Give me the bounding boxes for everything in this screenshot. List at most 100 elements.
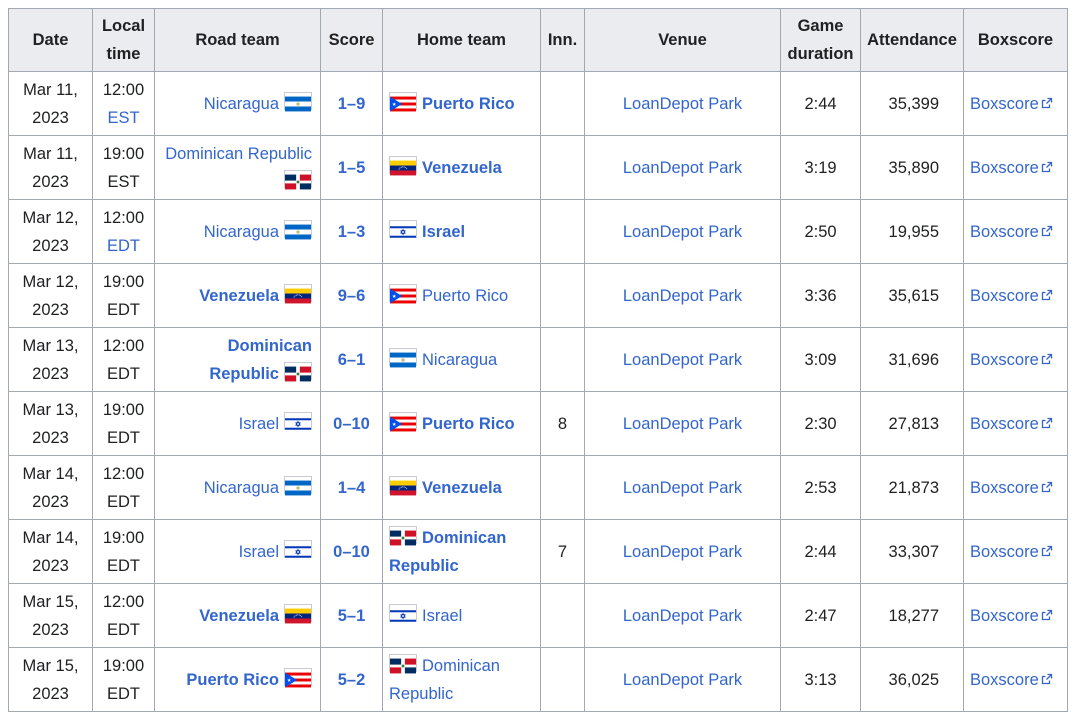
duration-cell: 2:44 [780, 71, 861, 136]
score-link[interactable]: 1–9 [337, 94, 366, 113]
boxscore-link[interactable]: Boxscore [970, 478, 1039, 497]
home-team-link[interactable]: Puerto Rico [422, 414, 515, 433]
israel-flag-icon [389, 603, 417, 623]
table-row: Mar 12, 2023 19:00 EDT Venezuela 9–6 Puerto R… [8, 263, 1068, 328]
road-team-link[interactable]: Israel [238, 414, 279, 433]
boxscore-cell: Boxscore [963, 71, 1068, 136]
home-team-cell: Dominican Republic [382, 519, 541, 584]
puerto-rico-flag-icon [389, 411, 417, 431]
venezuela-flag-icon [284, 603, 312, 623]
home-team-cell: Israel [382, 583, 541, 648]
road-team-link[interactable]: Nicaragua [203, 222, 279, 241]
timezone-link[interactable]: EST [107, 108, 140, 127]
score-link[interactable]: 5–1 [337, 606, 366, 625]
score-link[interactable]: 5–2 [337, 670, 366, 689]
road-team-link[interactable]: Nicaragua [203, 478, 279, 497]
venue-cell: LoanDepot Park [584, 391, 781, 456]
venue-cell: LoanDepot Park [584, 199, 781, 264]
venue-link[interactable]: LoanDepot Park [622, 286, 743, 305]
date-cell: Mar 12, 2023 [8, 199, 93, 264]
innings-cell: 7 [540, 519, 585, 584]
time-cell: 12:00 EST [92, 71, 155, 136]
home-team-link[interactable]: Venezuela [422, 478, 502, 497]
home-team-link[interactable]: Israel [422, 606, 463, 625]
local-time: 12:00 [102, 336, 145, 355]
header-local-time: Local time [92, 8, 155, 72]
local-time: 12:00 [102, 464, 145, 483]
venue-link[interactable]: LoanDepot Park [622, 222, 743, 241]
score-link[interactable]: 1–3 [337, 222, 366, 241]
duration-cell: 3:09 [780, 327, 861, 392]
schedule-table: Date Local time Road team Score Home tea… [8, 8, 1068, 712]
duration-cell: 3:19 [780, 135, 861, 200]
time-cell: 19:00 EST [92, 135, 155, 200]
score-link[interactable]: 9–6 [337, 286, 366, 305]
boxscore-cell: Boxscore [963, 135, 1068, 200]
date-cell: Mar 15, 2023 [8, 647, 93, 712]
home-team-cell: Nicaragua [382, 327, 541, 392]
boxscore-link[interactable]: Boxscore [970, 606, 1039, 625]
road-team-cell: Nicaragua [154, 71, 321, 136]
duration-cell: 2:50 [780, 199, 861, 264]
boxscore-link[interactable]: Boxscore [970, 350, 1039, 369]
road-team-link[interactable]: Dominican Republic [165, 144, 312, 163]
header-venue: Venue [584, 8, 781, 72]
duration-cell: 3:13 [780, 647, 861, 712]
home-team-link[interactable]: Dominican Republic [389, 528, 507, 575]
boxscore-link[interactable]: Boxscore [970, 158, 1039, 177]
score-link[interactable]: 0–10 [333, 542, 370, 561]
venue-link[interactable]: LoanDepot Park [622, 478, 743, 497]
road-team-link[interactable]: Israel [238, 542, 279, 561]
dominican-republic-flag-icon [389, 653, 417, 673]
table-row: Mar 13, 2023 19:00 EDT Israel 0–10 Puerto Ric… [8, 391, 1068, 456]
local-time: 19:00 [102, 528, 145, 547]
venue-cell: LoanDepot Park [584, 135, 781, 200]
boxscore-cell: Boxscore [963, 263, 1068, 328]
boxscore-link[interactable]: Boxscore [970, 414, 1039, 433]
venue-link[interactable]: LoanDepot Park [622, 670, 743, 689]
timezone-link[interactable]: EDT [107, 236, 140, 255]
boxscore-link[interactable]: Boxscore [970, 222, 1039, 241]
boxscore-link[interactable]: Boxscore [970, 670, 1039, 689]
home-team-link[interactable]: Puerto Rico [422, 94, 515, 113]
boxscore-link[interactable]: Boxscore [970, 286, 1039, 305]
home-team-cell: Venezuela [382, 455, 541, 520]
external-link-icon [1041, 602, 1053, 620]
date-cell: Mar 11, 2023 [8, 71, 93, 136]
home-team-link[interactable]: Dominican Republic [389, 656, 500, 703]
venue-link[interactable]: LoanDepot Park [622, 414, 743, 433]
home-team-link[interactable]: Venezuela [422, 158, 502, 177]
score-link[interactable]: 1–5 [337, 158, 366, 177]
road-team-link[interactable]: Nicaragua [203, 94, 279, 113]
table-row: Mar 12, 2023 12:00 EDT Nicaragua 1–3 Israel Lo… [8, 199, 1068, 264]
venue-link[interactable]: LoanDepot Park [622, 350, 743, 369]
boxscore-link[interactable]: Boxscore [970, 542, 1039, 561]
venue-cell: LoanDepot Park [584, 263, 781, 328]
local-time: 12:00 [102, 80, 145, 99]
road-team-cell: Nicaragua [154, 455, 321, 520]
road-team-link[interactable]: Dominican Republic [209, 336, 312, 383]
venue-link[interactable]: LoanDepot Park [622, 158, 743, 177]
external-link-icon [1041, 346, 1053, 364]
home-team-link[interactable]: Puerto Rico [422, 286, 509, 305]
venezuela-flag-icon [389, 475, 417, 495]
venue-link[interactable]: LoanDepot Park [622, 94, 743, 113]
venue-link[interactable]: LoanDepot Park [622, 542, 743, 561]
home-team-link[interactable]: Israel [422, 222, 466, 241]
score-cell: 1–4 [320, 455, 383, 520]
boxscore-link[interactable]: Boxscore [970, 94, 1039, 113]
road-team-link[interactable]: Venezuela [199, 606, 279, 625]
date-cell: Mar 11, 2023 [8, 135, 93, 200]
timezone: EDT [107, 300, 140, 319]
duration-cell: 2:53 [780, 455, 861, 520]
dominican-republic-flag-icon [389, 525, 417, 545]
score-link[interactable]: 1–4 [337, 478, 366, 497]
home-team-link[interactable]: Nicaragua [422, 350, 498, 369]
score-link[interactable]: 0–10 [333, 414, 370, 433]
road-team-link[interactable]: Venezuela [199, 286, 279, 305]
score-link[interactable]: 6–1 [337, 350, 366, 369]
venue-cell: LoanDepot Park [584, 519, 781, 584]
venue-link[interactable]: LoanDepot Park [622, 606, 743, 625]
table-row: Mar 14, 2023 19:00 EDT Israel 0–10 Dominican … [8, 519, 1068, 584]
road-team-link[interactable]: Puerto Rico [186, 670, 279, 689]
